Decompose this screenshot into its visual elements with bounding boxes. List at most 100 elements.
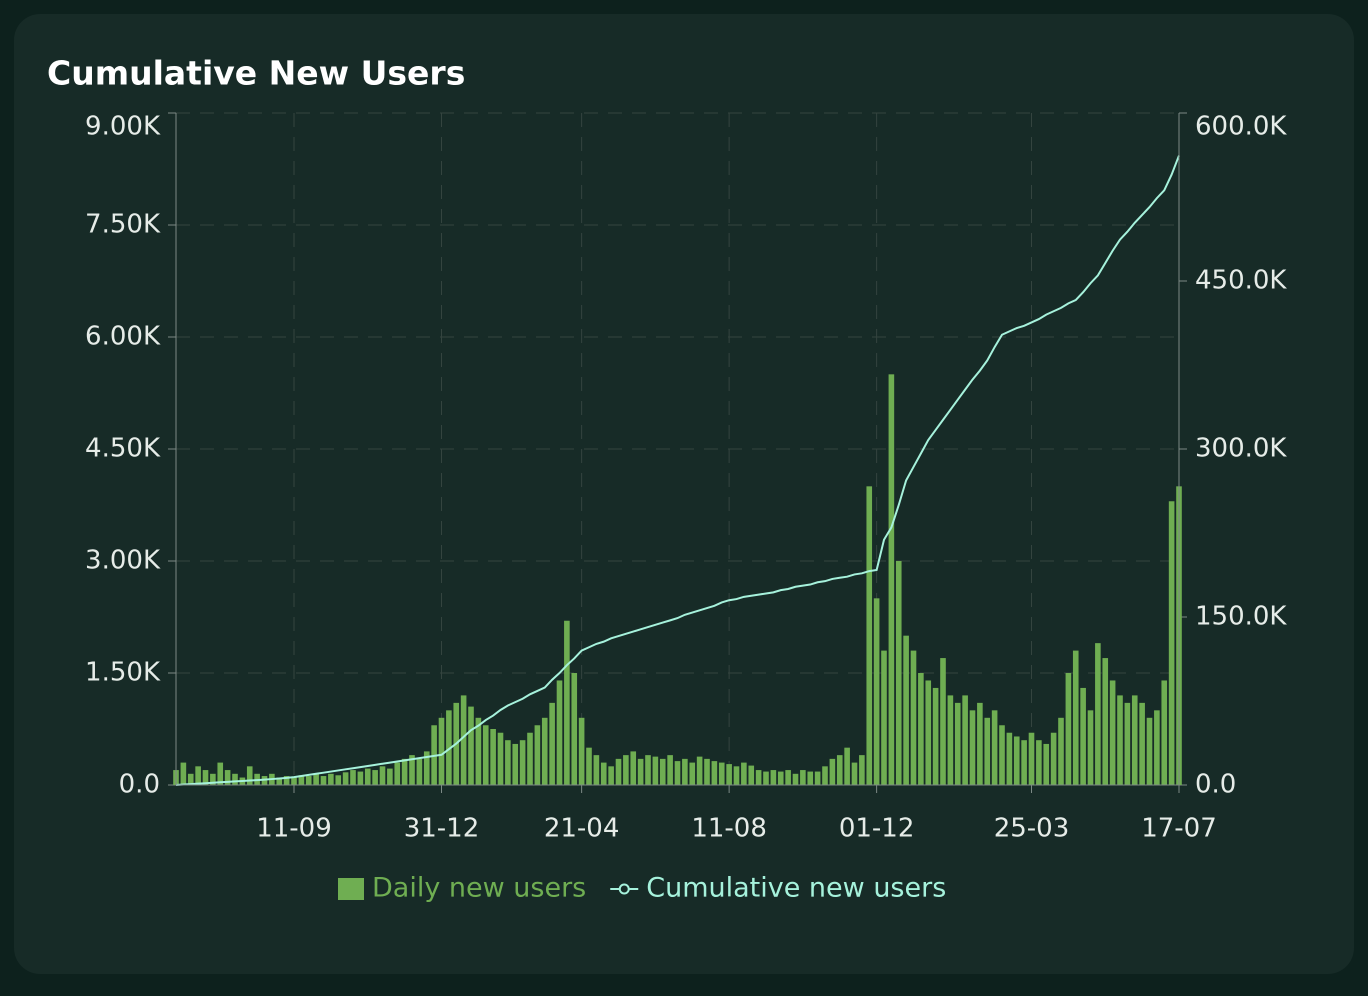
bar [1139,702,1145,785]
bar [608,766,614,785]
bar [836,755,843,785]
bar [969,710,976,785]
legend-marker [618,883,630,895]
bar [475,717,482,785]
line [175,155,1180,786]
bar [519,740,526,785]
bar [755,770,762,785]
bar [718,762,725,785]
bar [726,764,732,785]
bar [1072,650,1079,785]
bar [814,771,821,785]
bar [704,758,710,785]
bar [932,687,939,785]
bar [556,680,563,785]
card [14,14,1354,974]
bar [468,706,474,785]
bar [859,755,865,785]
bar [1161,680,1168,785]
bar [777,771,784,785]
bar [770,770,777,785]
bar [984,717,991,785]
bar [1109,680,1116,785]
bar [918,673,924,785]
bar [947,695,954,785]
bar [748,765,755,785]
legend-label: Daily new users [372,873,586,904]
bar [527,732,533,785]
bar [652,756,659,785]
bar [328,773,334,785]
x-tick-label: 25-03 [994,814,1070,844]
bar [977,702,983,785]
bar [187,773,194,785]
bar [600,762,607,785]
bar [180,762,187,785]
bar [954,702,961,785]
bar [1124,702,1131,785]
bar [446,710,452,785]
bar [438,717,445,785]
x-tick-label: 21-04 [544,814,620,844]
bar [401,758,408,785]
bar [682,758,688,785]
bar [1043,743,1050,785]
bar [416,758,423,785]
bar [895,561,902,785]
bar [1013,736,1020,785]
x-tick-label: 11-08 [691,814,767,844]
y-tick-label: 9.00K [85,112,161,142]
bar [696,756,703,785]
bar [925,680,932,785]
y-tick-label: 0.0 [119,770,160,800]
bar [991,710,998,785]
chart-title: Cumulative New Users [47,54,465,93]
bar [962,695,968,785]
bar [549,702,555,785]
bar [512,743,519,785]
bar [844,747,850,785]
bar [460,695,467,785]
legend-swatch [338,878,364,900]
bar [659,758,666,785]
bar [711,761,718,785]
bar [1102,658,1109,785]
bar [1117,695,1123,785]
bar [195,766,201,785]
bar [350,770,356,785]
bar [217,762,224,785]
bar [335,775,342,785]
bar [232,773,238,785]
bar [305,776,312,785]
bar [733,766,740,785]
bar [320,776,327,785]
bar [623,755,629,785]
bar [357,771,364,785]
bar [1146,717,1153,785]
bar [829,758,836,785]
bar [379,766,386,785]
bar [645,755,651,785]
bar [999,725,1005,785]
bar [822,766,828,785]
bar [276,777,283,785]
bar [792,773,799,785]
x-tick-label: 01-12 [839,814,915,844]
x-tick-label: 11-09 [256,814,332,844]
bar [387,768,393,785]
bar [888,374,895,785]
y2-tick-label: 300.0K [1195,434,1287,464]
y-tick-label: 7.50K [85,210,161,240]
bar [394,762,401,785]
bar [372,770,378,785]
y2-tick-label: 0.0 [1195,770,1236,800]
bar [689,762,696,785]
bar [505,740,511,785]
bar [881,650,887,785]
bar [423,751,430,785]
x-tick-label: 17-07 [1141,814,1217,844]
bar [534,725,541,785]
bar [866,486,873,785]
bar [1168,501,1175,785]
bar [541,717,548,785]
